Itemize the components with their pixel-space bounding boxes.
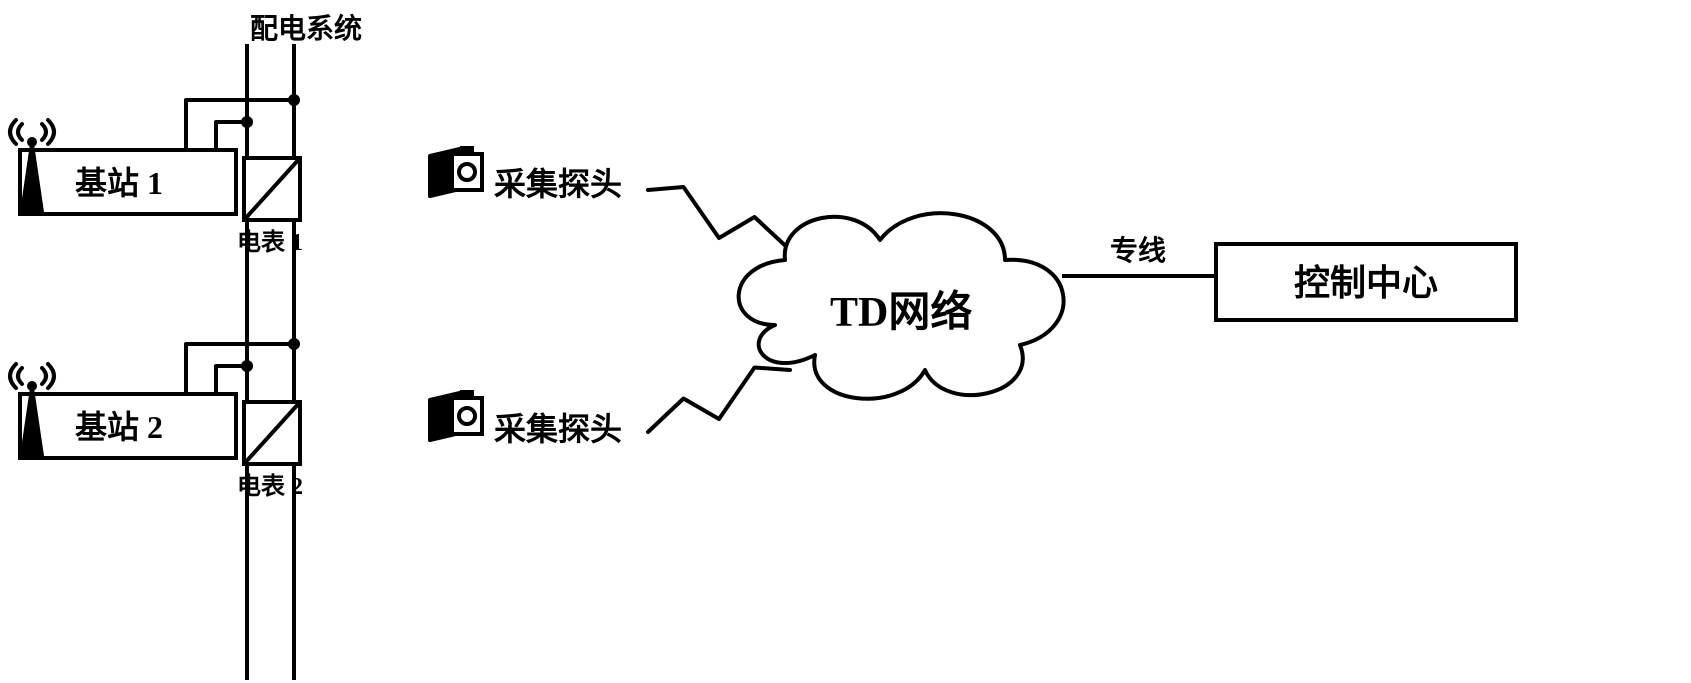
svg-text:专线: 专线 [1110, 235, 1166, 267]
svg-text:TD网络: TD网络 [830, 288, 972, 336]
svg-text:电表 2: 电表 2 [237, 473, 303, 500]
svg-text:电表 1: 电表 1 [237, 229, 303, 256]
svg-text:配电系统: 配电系统 [250, 12, 362, 45]
svg-text:控制中心: 控制中心 [1294, 263, 1438, 303]
svg-text:基站 2: 基站 2 [75, 409, 163, 445]
svg-text:采集探头: 采集探头 [494, 411, 622, 447]
svg-text:基站 1: 基站 1 [75, 165, 163, 201]
svg-text:采集探头: 采集探头 [494, 166, 622, 202]
